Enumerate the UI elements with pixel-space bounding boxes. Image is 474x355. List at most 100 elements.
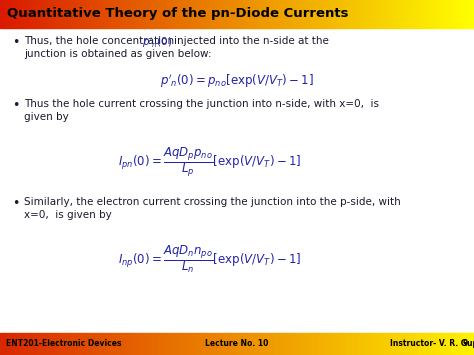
Bar [70, 333, 71, 355]
Bar [328, 333, 329, 355]
Bar [145, 0, 146, 28]
Bar [200, 0, 201, 28]
Bar [405, 333, 406, 355]
Bar [464, 333, 465, 355]
Bar [441, 333, 442, 355]
Bar [316, 333, 317, 355]
Bar [182, 0, 183, 28]
Bar [424, 0, 425, 28]
Bar [275, 0, 276, 28]
Bar [395, 333, 396, 355]
Bar [4, 0, 5, 28]
Bar [182, 333, 183, 355]
Bar [148, 0, 149, 28]
Bar [109, 0, 110, 28]
Bar [229, 333, 230, 355]
Bar [65, 333, 66, 355]
Bar [223, 333, 224, 355]
Bar [356, 333, 357, 355]
Bar [39, 0, 40, 28]
Bar [402, 333, 403, 355]
Bar [25, 333, 26, 355]
Bar [116, 333, 117, 355]
Bar [88, 0, 89, 28]
Bar [431, 333, 432, 355]
Bar [464, 0, 465, 28]
Bar [168, 333, 169, 355]
Bar [135, 0, 136, 28]
Bar [116, 0, 117, 28]
Bar [98, 0, 99, 28]
Bar [141, 333, 142, 355]
Bar [163, 0, 164, 28]
Bar [5, 333, 6, 355]
Bar [77, 0, 78, 28]
Bar [265, 333, 266, 355]
Bar [15, 0, 16, 28]
Bar [80, 333, 81, 355]
Bar [139, 0, 140, 28]
Bar [89, 0, 90, 28]
Bar [99, 333, 100, 355]
Bar [407, 0, 408, 28]
Bar [221, 0, 222, 28]
Bar [118, 0, 119, 28]
Bar [108, 0, 109, 28]
Bar [282, 333, 283, 355]
Bar [402, 0, 403, 28]
Bar [380, 333, 381, 355]
Bar [111, 0, 112, 28]
Bar [329, 333, 330, 355]
Bar [197, 0, 198, 28]
Bar [18, 0, 19, 28]
Bar [466, 0, 467, 28]
Bar [386, 333, 387, 355]
Bar [387, 333, 388, 355]
Bar [264, 333, 265, 355]
Bar [138, 0, 139, 28]
Bar [351, 333, 352, 355]
Bar [324, 0, 325, 28]
Bar [361, 0, 362, 28]
Bar [308, 333, 309, 355]
Bar [192, 0, 193, 28]
Bar [96, 333, 97, 355]
Bar [331, 0, 332, 28]
Bar [50, 0, 51, 28]
Bar [3, 333, 4, 355]
Bar [98, 333, 99, 355]
Bar [420, 0, 421, 28]
Bar [436, 333, 437, 355]
Bar [147, 0, 148, 28]
Bar [119, 333, 120, 355]
Bar [267, 0, 268, 28]
Bar [97, 0, 98, 28]
Bar [102, 0, 103, 28]
Bar [423, 333, 424, 355]
Bar [385, 333, 386, 355]
Bar [76, 0, 77, 28]
Bar [439, 0, 440, 28]
Bar [107, 0, 108, 28]
Bar [117, 333, 118, 355]
Bar [107, 333, 108, 355]
Bar [134, 0, 135, 28]
Bar [55, 333, 56, 355]
Bar [343, 0, 344, 28]
Bar [412, 333, 413, 355]
Bar [211, 0, 212, 28]
Bar [114, 333, 115, 355]
Bar [293, 333, 294, 355]
Bar [418, 0, 419, 28]
Bar [374, 0, 375, 28]
Bar [271, 0, 272, 28]
Bar [131, 0, 132, 28]
Bar [13, 0, 14, 28]
Bar [9, 0, 10, 28]
Bar [390, 333, 391, 355]
Bar [254, 333, 255, 355]
Bar [113, 0, 114, 28]
Bar [157, 0, 158, 28]
Bar [310, 333, 311, 355]
Bar [370, 0, 371, 28]
